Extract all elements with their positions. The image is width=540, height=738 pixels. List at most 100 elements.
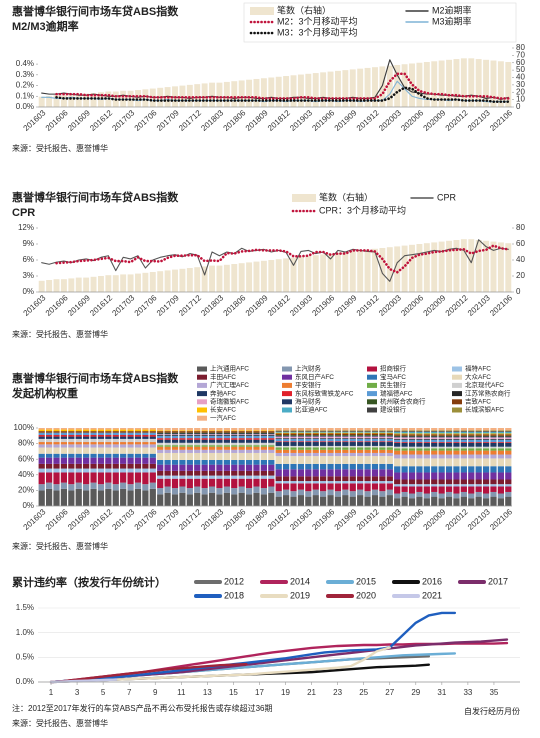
chart-subtitle: CPR xyxy=(12,207,35,219)
bar-segment xyxy=(112,429,119,432)
bar-segment xyxy=(468,498,475,506)
bar-segment xyxy=(282,436,290,439)
bar-segment xyxy=(482,437,490,439)
bar xyxy=(305,256,312,292)
bar-segment xyxy=(223,432,230,434)
bar-segment xyxy=(60,442,68,445)
bar-segment xyxy=(445,450,453,455)
bar-segment xyxy=(431,430,438,432)
y-tick-label: 100% xyxy=(14,423,34,432)
bar-segment xyxy=(238,428,245,431)
bar-segment xyxy=(238,432,245,434)
bar-segment xyxy=(408,430,416,432)
bar-segment xyxy=(297,481,305,484)
bar-segment xyxy=(105,431,112,433)
bar-segment xyxy=(112,472,119,485)
bar-segment xyxy=(431,431,438,432)
bar-segment xyxy=(194,445,201,447)
legend-label: 平安银行 xyxy=(295,380,322,389)
bar-segment xyxy=(186,445,193,447)
bar-segment xyxy=(490,431,497,432)
bar-segment xyxy=(408,466,416,473)
bar-segment xyxy=(342,441,349,443)
bar-segment xyxy=(349,445,356,448)
bar-segment xyxy=(505,454,512,459)
bar-segment xyxy=(342,469,349,477)
bar-segment xyxy=(194,431,201,433)
bar-segment xyxy=(320,442,327,446)
bar-segment xyxy=(401,484,408,487)
y2-tick-label: 40 xyxy=(516,255,525,264)
bar-segment xyxy=(312,456,319,464)
bar-segment xyxy=(453,435,460,437)
bar-segment xyxy=(445,496,453,506)
bar-segment xyxy=(260,428,268,431)
bar-segment xyxy=(83,484,90,491)
bar-segment xyxy=(45,436,53,439)
bar-segment xyxy=(312,428,319,431)
bar-segment xyxy=(475,442,482,447)
bar-segment xyxy=(320,483,327,492)
bar-segment xyxy=(105,442,112,445)
legend-label: 2016 xyxy=(422,576,442,586)
bar-segment xyxy=(460,428,467,431)
bar-segment xyxy=(431,435,438,437)
bar xyxy=(431,61,438,107)
bar-segment xyxy=(490,442,497,447)
bar-segment xyxy=(416,458,423,467)
bar-segment xyxy=(60,431,68,433)
bar-segment xyxy=(45,435,53,437)
bar-segment xyxy=(371,438,379,439)
bar-segment xyxy=(460,491,467,497)
bar-segment xyxy=(453,446,460,449)
bar-segment xyxy=(327,489,334,496)
bar-segment xyxy=(149,457,156,464)
bar-segment xyxy=(490,438,497,440)
bar-segment xyxy=(505,479,512,485)
bar-segment xyxy=(401,448,408,451)
bar-segment xyxy=(149,444,156,448)
bar-segment xyxy=(157,435,164,439)
bar xyxy=(438,60,445,107)
legend-swatch xyxy=(452,382,462,388)
bar-segment xyxy=(194,434,201,436)
bar-segment xyxy=(120,457,127,464)
bar-segment xyxy=(497,442,505,443)
bar-segment xyxy=(423,436,430,438)
bar-segment xyxy=(83,432,90,436)
bar-segment xyxy=(120,442,127,445)
bar-segment xyxy=(268,478,275,487)
bar-segment xyxy=(327,435,334,436)
bar-segment xyxy=(305,469,312,477)
bar-segment xyxy=(408,479,416,485)
bar-segment xyxy=(282,447,290,450)
bar-segment xyxy=(223,464,230,471)
bar-segment xyxy=(157,470,164,476)
bar-segment xyxy=(97,472,105,485)
bar-segment xyxy=(83,457,90,464)
bar-segment xyxy=(179,439,186,443)
bar-segment xyxy=(60,457,68,464)
bar-segment xyxy=(394,498,401,506)
bar-segment xyxy=(475,491,482,497)
bar-segment xyxy=(268,464,275,471)
bar xyxy=(483,59,490,107)
bar-segment xyxy=(60,468,68,473)
bar-segment xyxy=(312,442,319,446)
bar-segment xyxy=(497,472,505,480)
bar-segment xyxy=(223,445,230,447)
bar xyxy=(223,264,230,292)
bar-segment xyxy=(305,481,312,484)
bar-segment xyxy=(268,449,275,453)
bar-segment xyxy=(505,431,512,432)
bar-segment xyxy=(497,486,505,494)
bar-segment xyxy=(127,468,134,473)
bar-segment xyxy=(394,433,401,435)
bar xyxy=(431,242,438,292)
bar-segment xyxy=(38,490,45,506)
bar-segment xyxy=(416,472,423,480)
bar xyxy=(53,95,60,107)
bar xyxy=(83,93,90,107)
bar-segment xyxy=(453,433,460,435)
bar-segment xyxy=(112,436,119,439)
